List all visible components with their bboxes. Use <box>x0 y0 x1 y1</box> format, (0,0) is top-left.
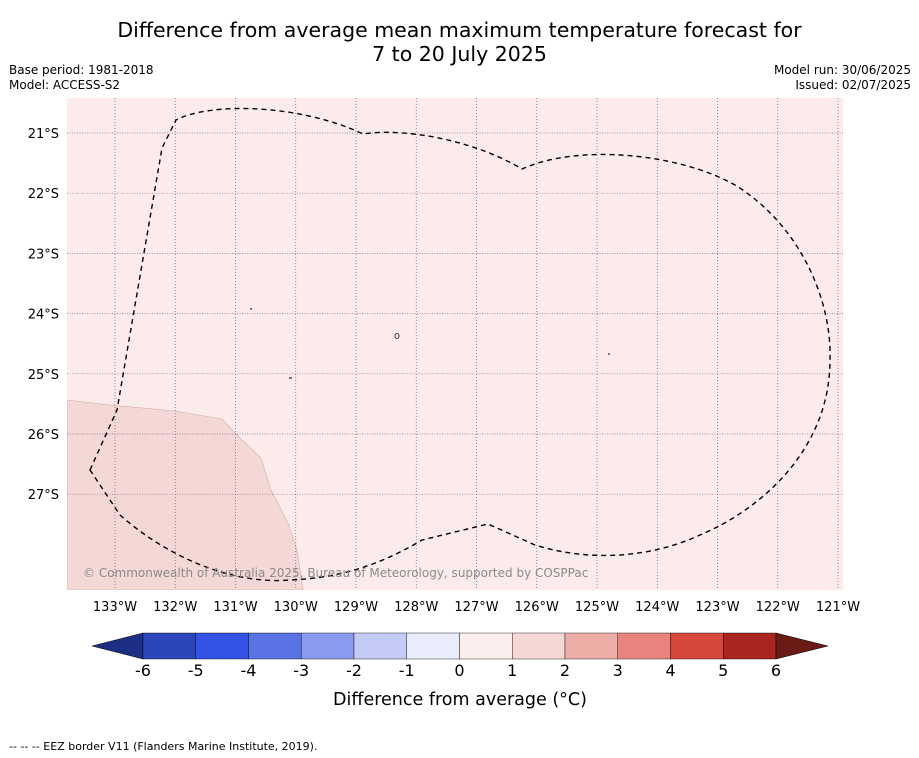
longitude-label: 132°W <box>153 600 197 615</box>
colorbar-tick-label: -3 <box>293 661 309 680</box>
colorbar-label: Difference from average (°C) <box>333 690 587 710</box>
colorbar-tick-label: -4 <box>241 661 257 680</box>
longitude-label: 127°W <box>454 600 498 615</box>
latitude-label: 27°S <box>28 488 59 503</box>
base-period: Base period: 1981-2018 <box>9 63 154 77</box>
colorbar-tick-label: -2 <box>346 661 362 680</box>
colorbar-extend-high <box>775 632 829 660</box>
colorbar-tick-label: 0 <box>454 661 464 680</box>
colorbar-segment <box>195 632 249 660</box>
latitude-label: 23°S <box>28 247 59 262</box>
colorbar-tick-label: 4 <box>665 661 675 680</box>
title-line-2: 7 to 20 July 2025 <box>372 42 547 66</box>
longitude-label: 124°W <box>635 600 679 615</box>
colorbar-segment <box>406 632 460 660</box>
colorbar-segment <box>459 632 513 660</box>
longitude-label: 123°W <box>695 600 739 615</box>
colorbar-tick-label: 1 <box>507 661 517 680</box>
longitude-label: 121°W <box>816 600 860 615</box>
islands <box>250 308 610 379</box>
colorbar-tick-label: -1 <box>399 661 415 680</box>
copyright-notice: © Commonwealth of Australia 2025, Bureau… <box>83 566 588 580</box>
colorbar-segment <box>564 632 618 660</box>
latitude-label: 24°S <box>28 308 59 323</box>
latitude-label: 21°S <box>28 127 59 142</box>
longitude-label: 131°W <box>213 600 257 615</box>
anomaly-1-to-2-region <box>67 399 304 590</box>
latitude-label: 26°S <box>28 428 59 443</box>
latitude-label: 22°S <box>28 187 59 202</box>
longitude-label: 126°W <box>515 600 559 615</box>
longitude-label: 122°W <box>756 600 800 615</box>
graticule <box>67 98 843 590</box>
colorbar-ticks: -6 -5 -4 -3 -2 -1 0 1 2 3 4 5 6 <box>135 661 781 680</box>
island <box>394 333 400 339</box>
model-run: Model run: 30/06/2025 <box>773 63 911 77</box>
colorbar-segment <box>353 632 407 660</box>
colorbar-tick-label: 2 <box>560 661 570 680</box>
colorbar-tick-label: 5 <box>718 661 728 680</box>
eez-border <box>89 107 831 582</box>
longitude-label: 125°W <box>575 600 619 615</box>
colorbar-tick-label: 3 <box>613 661 623 680</box>
colorbar-segment <box>670 632 724 660</box>
colorbar-tick-label: -5 <box>188 661 204 680</box>
latitude-label: 25°S <box>28 368 59 383</box>
title-line-1: Difference from average mean maximum tem… <box>117 18 802 42</box>
colorbar-segment <box>248 632 302 660</box>
colorbar-tick-label: -6 <box>135 661 151 680</box>
colorbar-segment <box>142 632 196 660</box>
longitude-labels: 133°W 132°W 131°W 130°W 129°W 128°W 127°W 126°W… <box>93 600 860 615</box>
colorbar-segment <box>512 632 566 660</box>
chart-title: Difference from average mean maximum tem… <box>0 18 919 66</box>
longitude-label: 133°W <box>93 600 137 615</box>
longitude-label: 129°W <box>334 600 378 615</box>
colorbar <box>91 632 829 660</box>
eez-footnote: -- -- -- EEZ border V11 (Flanders Marine… <box>9 740 318 753</box>
colorbar-segment <box>723 632 777 660</box>
longitude-label: 128°W <box>394 600 438 615</box>
run-info: Model run: 30/06/2025 Issued: 02/07/2025 <box>774 63 911 93</box>
base-info: Base period: 1981-2018 Model: ACCESS-S2 <box>9 63 154 93</box>
model-name: Model: ACCESS-S2 <box>9 78 121 92</box>
issued-date: Issued: 02/07/2025 <box>795 78 911 92</box>
latitude-labels: 21°S 22°S 23°S 24°S 25°S 26°S 27°S <box>28 127 59 503</box>
colorbar-segment <box>301 632 355 660</box>
longitude-label: 130°W <box>274 600 318 615</box>
colorbar-segment <box>617 632 671 660</box>
colorbar-extend-low <box>91 632 144 660</box>
colorbar-tick-label: 6 <box>771 661 781 680</box>
map-area: © Commonwealth of Australia 2025, Bureau… <box>67 98 843 590</box>
